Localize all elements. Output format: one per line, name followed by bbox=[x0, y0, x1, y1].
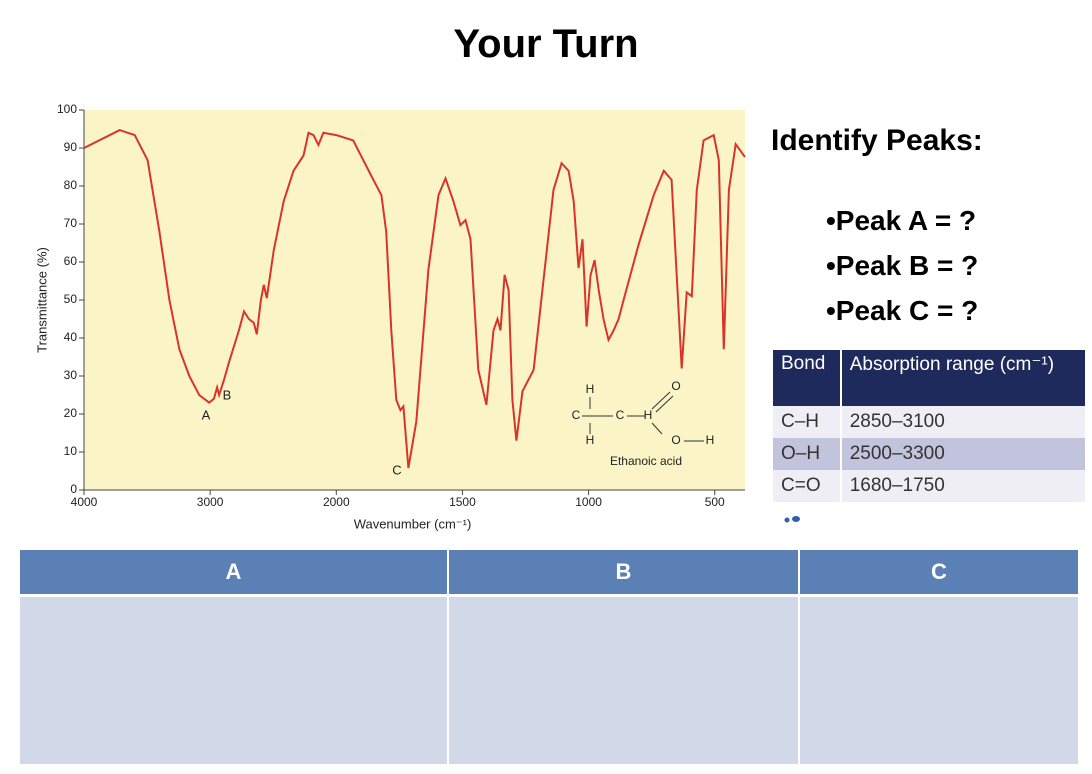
y-tick-label: 80 bbox=[64, 178, 78, 192]
bond-table: Bond Absorption range (cm⁻¹) C–H 2850–3100… bbox=[773, 350, 1088, 502]
chart: 0 10 20 30 40 50 60 70 80 90 100 4000 3000 2000 1500 10… bbox=[34, 102, 746, 531]
atom-label: H bbox=[644, 408, 653, 422]
answer-cell bbox=[448, 595, 800, 764]
header-cell: C bbox=[799, 550, 1080, 597]
atom-label: C bbox=[616, 408, 625, 422]
cell: 2850–3100 bbox=[840, 406, 1088, 438]
x-tick-label: 2000 bbox=[323, 495, 350, 509]
y-axis-title: Transmittance (%) bbox=[34, 247, 49, 353]
cell: 1680–1750 bbox=[840, 470, 1088, 502]
y-tick-label: 70 bbox=[64, 216, 78, 230]
x-tick-label: 1500 bbox=[449, 495, 476, 509]
x-tick-label: 1000 bbox=[575, 495, 602, 509]
atom-label: H bbox=[586, 433, 595, 447]
y-tick-label: 20 bbox=[64, 406, 78, 420]
header-cell: Absorption range (cm⁻¹) bbox=[840, 350, 1088, 406]
peak-label: C bbox=[392, 462, 401, 477]
cell: C=O bbox=[773, 470, 842, 502]
decoration bbox=[784, 516, 800, 523]
atom-label: O bbox=[671, 433, 680, 447]
header-cell: Bond bbox=[773, 350, 842, 406]
peak-label: A bbox=[202, 407, 211, 422]
y-tick-label: 50 bbox=[64, 292, 78, 306]
x-axis-title: Wavenumber (cm⁻¹) bbox=[354, 516, 472, 531]
bond bbox=[655, 395, 674, 413]
x-tick-label: 4000 bbox=[71, 495, 98, 509]
cell: O–H bbox=[773, 438, 842, 470]
atom-label: C bbox=[572, 408, 581, 422]
y-tick-label: 0 bbox=[70, 482, 77, 496]
identify-item: •Peak C = ? bbox=[826, 295, 979, 326]
x-tick-label: 500 bbox=[705, 495, 725, 509]
y-tick-label: 10 bbox=[64, 444, 78, 458]
bond bbox=[651, 391, 671, 410]
identify-item: •Peak B = ? bbox=[826, 250, 979, 281]
answer-cell bbox=[799, 595, 1080, 764]
peak-label: B bbox=[223, 387, 232, 402]
header-cell: B bbox=[448, 550, 800, 597]
atom-label: O bbox=[671, 379, 680, 393]
cell: C–H bbox=[773, 406, 842, 438]
x-tick-label: 3000 bbox=[197, 495, 224, 509]
y-tick-label: 30 bbox=[64, 368, 78, 382]
y-tick-label: 40 bbox=[64, 330, 78, 344]
identify-heading: Identify Peaks: bbox=[771, 124, 983, 157]
y-tick-label: 100 bbox=[57, 102, 77, 116]
atom-label: H bbox=[706, 433, 715, 447]
identify-item: •Peak A = ? bbox=[826, 205, 977, 236]
answer-cell bbox=[20, 595, 449, 764]
bond bbox=[651, 422, 663, 435]
atom-label: H bbox=[586, 382, 595, 396]
header-cell: A bbox=[20, 550, 449, 597]
y-tick-label: 90 bbox=[64, 140, 78, 154]
y-tick-label: 60 bbox=[64, 254, 78, 268]
slide-title: Your Turn bbox=[453, 22, 639, 66]
cell: 2500–3300 bbox=[840, 438, 1088, 470]
molecule-name: Ethanoic acid bbox=[610, 454, 682, 468]
spectrum-line bbox=[83, 129, 746, 469]
